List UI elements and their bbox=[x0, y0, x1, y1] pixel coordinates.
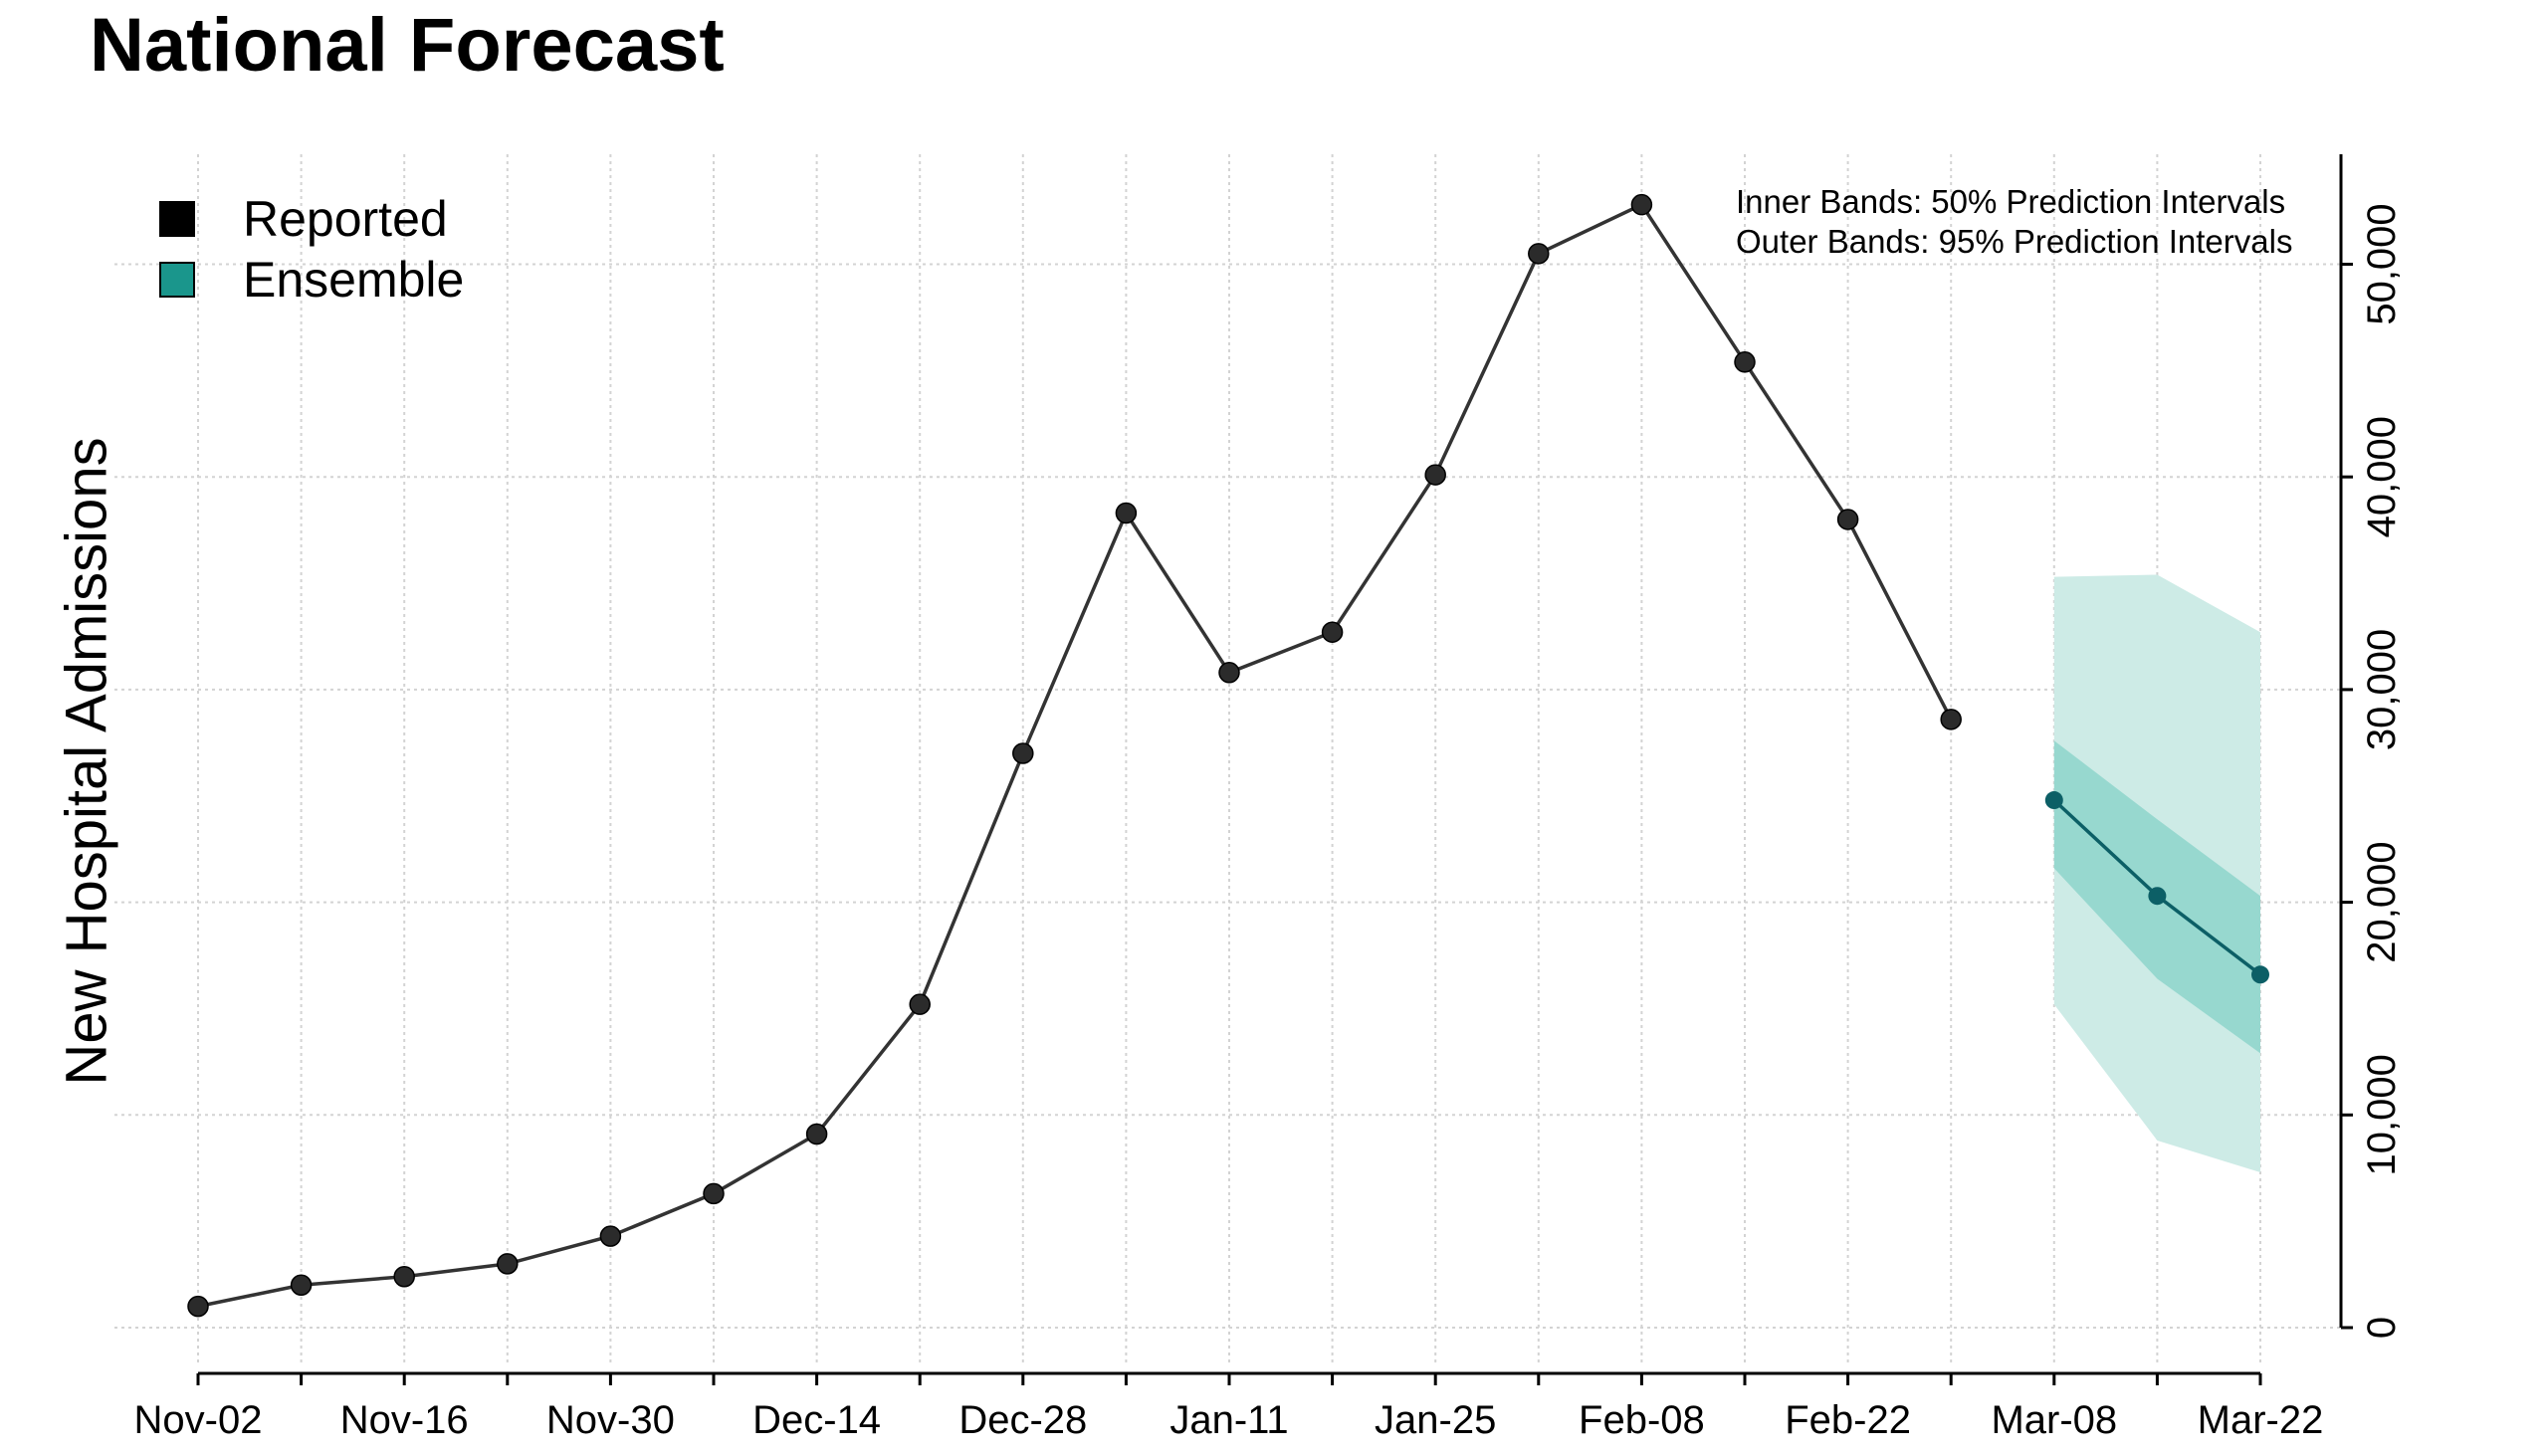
x-tick-label: Nov-30 bbox=[546, 1398, 675, 1442]
x-tick-label: Mar-08 bbox=[1991, 1398, 2117, 1442]
x-tick-label: Mar-22 bbox=[2198, 1398, 2324, 1442]
reported-point bbox=[1734, 351, 1756, 373]
legend-item-ensemble: Ensemble bbox=[159, 250, 464, 310]
reported-point bbox=[1836, 509, 1859, 530]
reported-point bbox=[290, 1274, 313, 1297]
y-tick-label: 50,000 bbox=[2360, 203, 2404, 324]
x-tick-label: Jan-11 bbox=[1169, 1398, 1288, 1442]
ensemble-point bbox=[2044, 791, 2063, 810]
reported-point bbox=[805, 1123, 828, 1145]
reported-point bbox=[1940, 709, 1962, 730]
reported-point bbox=[703, 1182, 725, 1205]
reported-point bbox=[1528, 243, 1550, 265]
reported-line bbox=[197, 202, 1953, 1309]
y-tick-label: 0 bbox=[2360, 1317, 2404, 1339]
reported-point bbox=[599, 1225, 622, 1247]
x-tick-label: Dec-28 bbox=[958, 1398, 1087, 1442]
reported-point bbox=[187, 1295, 209, 1318]
series-points bbox=[187, 193, 2269, 1318]
reported-point bbox=[1630, 193, 1653, 216]
reported-point bbox=[497, 1253, 519, 1275]
prediction-bands bbox=[2053, 574, 2260, 1172]
grid-layer bbox=[114, 154, 2341, 1363]
x-tick-label: Nov-02 bbox=[134, 1398, 263, 1442]
y-tick-label: 10,000 bbox=[2360, 1054, 2404, 1175]
note-inner-bands: Inner Bands: 50% Prediction Intervals bbox=[1736, 183, 2286, 220]
ensemble-point bbox=[2148, 887, 2167, 906]
note-outer-bands: Outer Bands: 95% Prediction Intervals bbox=[1736, 223, 2293, 260]
reported-point bbox=[1424, 464, 1446, 486]
ensemble-point bbox=[2251, 965, 2269, 984]
y-tick-label: 30,000 bbox=[2360, 629, 2404, 750]
legend-label-ensemble: Ensemble bbox=[243, 252, 465, 308]
reported-point bbox=[1321, 621, 1344, 643]
y-tick-label: 20,000 bbox=[2360, 841, 2404, 962]
legend-label-reported: Reported bbox=[243, 191, 448, 247]
x-tick-label: Nov-16 bbox=[340, 1398, 469, 1442]
x-tick-label: Feb-08 bbox=[1579, 1398, 1705, 1442]
reported-point bbox=[1012, 742, 1034, 764]
reported-point bbox=[393, 1265, 415, 1288]
reported-point bbox=[1115, 502, 1138, 524]
y-tick-label: 40,000 bbox=[2360, 416, 2404, 537]
x-tick-label: Dec-14 bbox=[752, 1398, 881, 1442]
x-tick-label: Feb-22 bbox=[1785, 1398, 1911, 1442]
axes bbox=[196, 154, 2353, 1385]
reported-point bbox=[1218, 662, 1240, 684]
legend-item-reported: Reported bbox=[159, 189, 448, 249]
tick-labels: Nov-02 Nov-16 Nov-30 Dec-14 Dec-28 Jan-11 Jan-… bbox=[134, 203, 2404, 1442]
x-tick-label: Jan-25 bbox=[1375, 1398, 1496, 1442]
chart-title: National Forecast bbox=[90, 3, 725, 88]
y-axis-label: New Hospital Admissions bbox=[54, 437, 119, 1086]
legend-swatch-ensemble bbox=[159, 262, 195, 298]
legend-swatch-reported bbox=[159, 201, 195, 237]
reported-point bbox=[909, 993, 931, 1015]
